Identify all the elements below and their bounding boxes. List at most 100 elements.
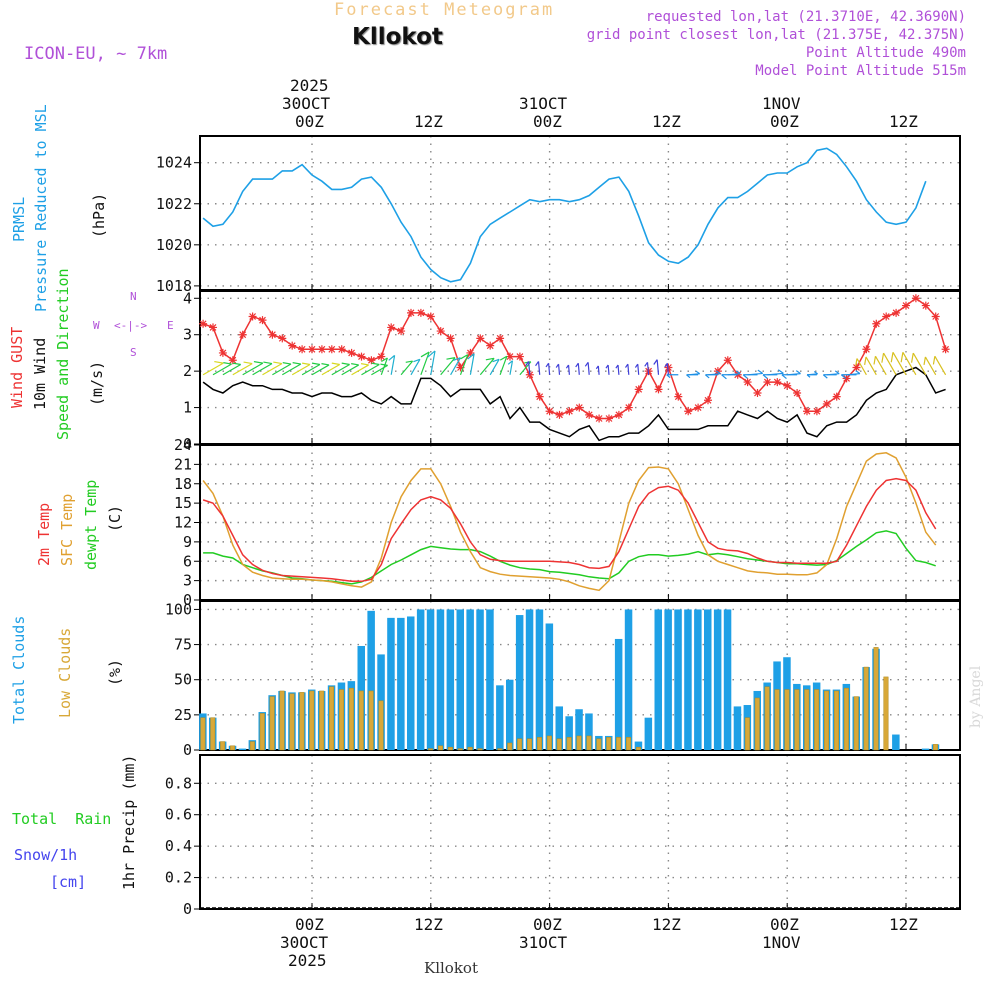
- wind-direction-arrow: [900, 351, 917, 376]
- gust-marker: [565, 407, 574, 416]
- gust-marker: [407, 308, 415, 317]
- gust-marker: [288, 341, 297, 350]
- gust-marker: [872, 319, 881, 328]
- low-cloud-bar: [784, 689, 790, 751]
- wind-direction-arrow: [499, 355, 508, 375]
- wind-direction-arrow: [489, 358, 500, 376]
- gust-marker: [763, 378, 772, 387]
- wind-direction-arrow: [301, 362, 321, 376]
- low-cloud-bar: [824, 690, 830, 751]
- bottom-time-12-a: 12Z: [414, 915, 443, 934]
- compass-w: W: [93, 319, 100, 332]
- wind-ytick-label: 3: [183, 326, 192, 344]
- wind-direction-arrow: [584, 361, 590, 375]
- gust-marker: [664, 363, 673, 372]
- pressure-ytick-label: 1024: [156, 154, 192, 172]
- wind-ytick-label: 2: [183, 362, 192, 380]
- low-cloud-bar: [833, 690, 839, 751]
- gust-marker: [773, 378, 782, 387]
- wind-direction-arrow: [624, 363, 630, 375]
- footer-location: Kllokot: [424, 959, 478, 977]
- gust-marker: [852, 363, 861, 372]
- gust-marker: [397, 327, 406, 336]
- total-cloud-bar: [654, 609, 662, 750]
- bottom-date-30oct: 30OCT: [280, 933, 329, 952]
- top-time-48: 00Z: [770, 112, 799, 131]
- low-cloud-bar: [616, 737, 622, 751]
- credit-label: by Angel: [968, 665, 984, 728]
- compass-e: E: [167, 319, 174, 332]
- bottom-time-12-c: 12Z: [889, 915, 918, 934]
- pressure-line: [202, 147, 927, 283]
- clouds-ytick-label: 100: [165, 600, 192, 618]
- wind-direction-arrow: [545, 362, 551, 375]
- low-cloud-bar: [358, 690, 364, 751]
- low-cloud-bar: [467, 746, 473, 751]
- wind-direction-arrow: [781, 374, 798, 380]
- low-cloud-bar: [437, 745, 443, 751]
- temp2m-line: [202, 477, 937, 583]
- bottom-time-12-b: 12Z: [652, 915, 681, 934]
- wind-ytick-label: 4: [183, 289, 192, 307]
- low-cloud-bar: [338, 689, 344, 751]
- total-cloud-bar: [624, 609, 633, 750]
- point-altitude: Point Altitude 490m: [805, 45, 966, 61]
- gust-line: [202, 297, 947, 420]
- wind-title-gust: Wind GUST: [8, 326, 26, 408]
- temp-title-sfc: SFC Temp: [58, 493, 76, 566]
- low-cloud-bar: [556, 738, 562, 751]
- rain-label: Total Rain: [12, 810, 112, 828]
- low-cloud-bar: [744, 717, 750, 751]
- gust-marker: [684, 407, 693, 416]
- low-cloud-bar: [329, 686, 335, 751]
- precip-unit: 1hr Precip (mm): [120, 754, 138, 890]
- gust-marker: [387, 323, 396, 332]
- gust-marker: [832, 392, 841, 401]
- total-cloud-bar: [723, 609, 732, 750]
- total-cloud-bar: [506, 679, 514, 750]
- total-cloud-bar: [565, 716, 573, 750]
- gust-marker: [515, 352, 524, 361]
- wind-direction-arrow: [507, 360, 514, 375]
- dewpt-line: [203, 530, 936, 585]
- compass-glyph: <-|->: [114, 319, 148, 332]
- pressure-title-1: PRMSL: [10, 196, 28, 242]
- total-cloud-bar: [704, 609, 712, 750]
- wind-direction-arrow: [410, 358, 421, 376]
- wind-direction-arrow: [420, 351, 430, 375]
- wind-direction-arrow: [923, 356, 937, 376]
- wind-direction-arrow: [242, 360, 264, 376]
- total-cloud-bar: [446, 609, 455, 750]
- gust-marker: [803, 407, 811, 416]
- pressure-title-2: Pressure Reduced to MSL: [32, 104, 50, 312]
- model-altitude: Model Point Altitude 515m: [755, 63, 966, 79]
- total-cloud-bar: [694, 609, 702, 750]
- wind-direction-arrow: [351, 363, 369, 376]
- wind-direction-arrow: [664, 362, 669, 375]
- clouds-ytick-label: 0: [183, 741, 192, 759]
- gust-marker: [545, 407, 554, 416]
- wind-direction-arrow: [855, 358, 867, 376]
- temp-ytick-label: 12: [174, 514, 192, 532]
- wind-direction-arrow: [361, 362, 380, 376]
- gust-marker: [535, 392, 544, 401]
- gust-marker: [456, 363, 465, 372]
- bottom-time-48: 00Z: [770, 915, 799, 934]
- wind-direction-arrow: [605, 364, 610, 375]
- gust-marker: [327, 345, 336, 354]
- low-cloud-bar: [764, 686, 770, 751]
- wind-direction-arrow: [615, 364, 620, 375]
- wind-direction-arrow: [371, 363, 388, 376]
- gust-marker: [337, 345, 346, 354]
- low-cloud-bar: [873, 647, 879, 751]
- wind-ytick-label: 1: [183, 399, 192, 417]
- bottom-time-24: 00Z: [533, 915, 562, 934]
- gust-marker: [674, 392, 683, 401]
- wind-direction-arrow: [232, 361, 253, 376]
- wind-direction-arrow: [634, 363, 640, 375]
- precip-ytick-label: 0.8: [165, 774, 192, 792]
- top-time-12-a: 12Z: [414, 112, 443, 131]
- wind-direction-arrow: [890, 351, 907, 376]
- gust-marker: [426, 312, 435, 321]
- gust-marker: [258, 316, 267, 325]
